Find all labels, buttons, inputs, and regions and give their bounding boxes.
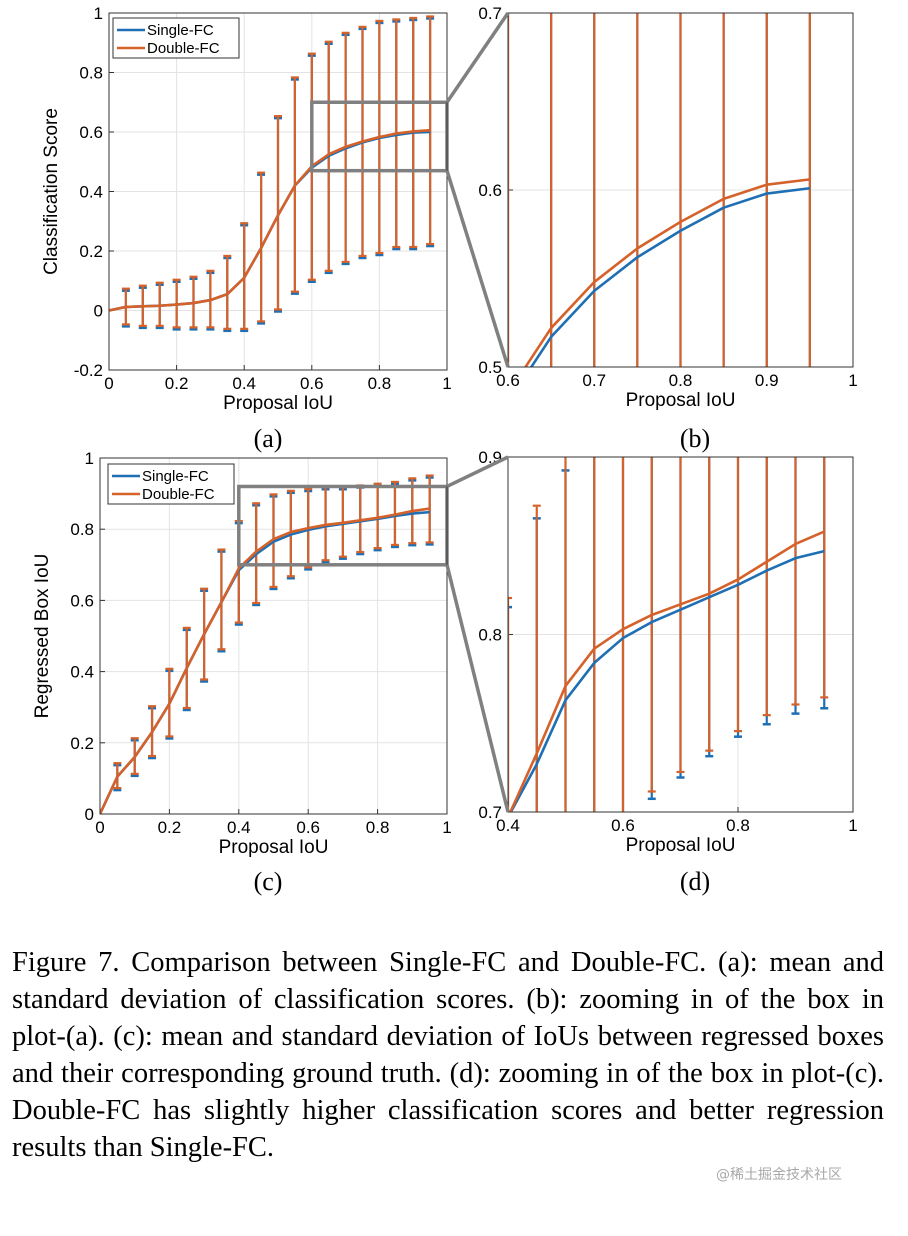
y-tick-label: 0 bbox=[94, 302, 103, 321]
panel-label: (b) bbox=[680, 424, 710, 453]
single-fc-line bbox=[509, 549, 825, 812]
x-axis-label: Proposal IoU bbox=[219, 837, 329, 858]
x-tick-label: 1 bbox=[442, 374, 451, 393]
x-tick-label: 1 bbox=[848, 816, 857, 835]
x-axis-label: Proposal IoU bbox=[223, 393, 333, 414]
plot-content bbox=[508, 13, 811, 367]
x-tick-label: 0 bbox=[104, 374, 113, 393]
axes-frame bbox=[99, 457, 448, 815]
panel-a: 0 0.2 0.4 0.6 0.8 1-0.200.20.40.60.81Proposal… bbox=[41, 4, 452, 453]
y-tick-label: -0.2 bbox=[74, 361, 103, 380]
x-axis-label: Proposal IoU bbox=[626, 835, 736, 856]
x-tick-label: 0.8 bbox=[368, 374, 392, 393]
figure-caption: Figure 7. Comparison between Single-FC a… bbox=[12, 947, 884, 1163]
x-tick-label: 0.8 bbox=[366, 818, 390, 837]
x-tick-label: 0.4 bbox=[232, 374, 256, 393]
axes-frame bbox=[108, 12, 448, 371]
zoom-connector-bottom bbox=[445, 170, 510, 368]
panel-c: 0 0.2 0.4 0.6 0.8 1 0 0.2 0.4 0.6 0.8 1 Proposal IoU… bbox=[32, 449, 452, 896]
zoom-connector-top bbox=[446, 455, 509, 489]
y-tick-label: 0.7 bbox=[478, 803, 502, 822]
y-tick-label: 0.2 bbox=[79, 242, 103, 261]
legend-double-fc-label: Double-FC bbox=[147, 40, 220, 57]
x-tick-label: 0.2 bbox=[165, 374, 189, 393]
y-tick-label: 0.2 bbox=[70, 734, 94, 753]
double-fc-line bbox=[508, 530, 825, 812]
x-tick-label: 1 bbox=[442, 818, 451, 837]
axes-frame bbox=[507, 12, 854, 368]
y-tick-label: 0.6 bbox=[70, 591, 94, 610]
y-tick-label: 0.8 bbox=[70, 520, 94, 539]
watermark: @稀土掘金技术社区 bbox=[716, 1167, 842, 1183]
zoom-connector-bottom bbox=[445, 564, 510, 813]
x-tick-label: 0.4 bbox=[496, 816, 520, 835]
plot-content bbox=[508, 457, 829, 812]
x-tick-label: 1 bbox=[848, 371, 857, 390]
y-axis-label: Regressed Box IoU bbox=[32, 554, 53, 719]
x-tick-label: 0.2 bbox=[158, 818, 182, 837]
plot-content bbox=[100, 474, 434, 814]
x-tick-label: 0.6 bbox=[296, 818, 320, 837]
zoom-connector-top bbox=[445, 12, 510, 104]
y-tick-label: 0.7 bbox=[478, 4, 502, 23]
y-axis-label: Classification Score bbox=[41, 108, 62, 275]
zoom-connectors bbox=[445, 12, 510, 813]
x-tick-label: 0.8 bbox=[669, 371, 693, 390]
y-tick-label: 0.6 bbox=[478, 181, 502, 200]
x-tick-label: 0.9 bbox=[755, 371, 779, 390]
x-tick-label: 0.8 bbox=[726, 816, 750, 835]
y-tick-label: 0.4 bbox=[70, 663, 94, 682]
panel-label: (d) bbox=[680, 867, 710, 896]
y-tick-label: 1 bbox=[94, 4, 103, 23]
y-tick-label: 0.5 bbox=[478, 358, 502, 377]
y-tick-label: 0 bbox=[85, 805, 94, 824]
y-tick-label: 0.8 bbox=[478, 626, 502, 645]
legend-box bbox=[107, 463, 235, 505]
x-tick-label: 0 bbox=[95, 818, 104, 837]
plot-content bbox=[109, 15, 435, 333]
y-tick-label: 0.6 bbox=[79, 123, 103, 142]
y-tick-label: 1 bbox=[85, 449, 94, 468]
x-tick-label: 0.6 bbox=[496, 371, 520, 390]
legend-box bbox=[112, 17, 240, 59]
legend-single-fc-label: Single-FC bbox=[147, 22, 214, 39]
double-fc-line bbox=[109, 128, 431, 312]
x-tick-label: 0.6 bbox=[611, 816, 635, 835]
axes-frame bbox=[507, 456, 854, 813]
single-fc-line bbox=[529, 186, 811, 367]
x-tick-label: 0.4 bbox=[227, 818, 251, 837]
double-fc-line bbox=[100, 507, 430, 814]
figure-7: 0 0.2 0.4 0.6 0.8 1-0.200.20.40.60.81Proposal… bbox=[32, 4, 858, 896]
y-tick-label: 0.4 bbox=[79, 183, 103, 202]
legend-double-fc-label: Double-FC bbox=[142, 486, 215, 503]
panel-label: (a) bbox=[254, 424, 283, 453]
x-tick-label: 0.7 bbox=[582, 371, 606, 390]
y-tick-label: 0.8 bbox=[79, 64, 103, 83]
panel-label: (c) bbox=[254, 867, 283, 896]
x-axis-label: Proposal IoU bbox=[626, 390, 736, 411]
x-tick-label: 0.6 bbox=[300, 374, 324, 393]
double-fc-line bbox=[523, 178, 811, 367]
legend-single-fc-label: Single-FC bbox=[142, 468, 209, 485]
